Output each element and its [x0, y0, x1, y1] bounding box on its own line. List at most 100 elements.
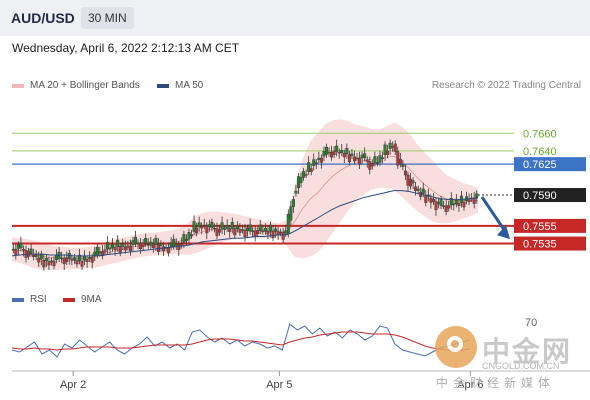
x-axis: Apr 2 Apr 5 Apr 6 — [60, 371, 484, 391]
candle — [177, 240, 181, 256]
legend-rsi-label: RSI — [30, 294, 47, 305]
candle — [452, 200, 456, 211]
candle — [281, 227, 285, 243]
candle — [103, 244, 107, 256]
candle — [128, 239, 132, 256]
candle — [347, 150, 351, 166]
candle — [116, 235, 120, 252]
watermark-cn: 中金网 — [482, 335, 573, 368]
legend-9ma-label: 9MA — [81, 294, 102, 305]
candle — [220, 216, 224, 234]
candle — [381, 151, 385, 164]
candle — [223, 225, 227, 236]
candle — [192, 215, 196, 236]
candle — [141, 239, 145, 251]
candle — [447, 200, 451, 212]
candle — [75, 255, 79, 268]
svg-text:0.7660: 0.7660 — [523, 128, 557, 140]
pair-title: AUD/USD — [11, 10, 75, 26]
candle — [19, 236, 23, 252]
candle — [258, 219, 262, 235]
legend-ma20-label: MA 20 + Bollinger Bands — [30, 80, 140, 91]
candle — [332, 146, 336, 159]
candle — [416, 185, 420, 195]
candle — [233, 225, 237, 239]
candle — [454, 193, 458, 208]
candle — [144, 233, 148, 248]
candle — [324, 143, 328, 158]
candle — [396, 146, 400, 169]
candle — [44, 254, 48, 268]
forecast-arrow — [480, 196, 510, 240]
candle — [383, 141, 387, 161]
candle — [85, 255, 89, 268]
candle — [65, 251, 69, 266]
candle — [350, 148, 354, 160]
candle — [230, 217, 234, 234]
candle — [190, 229, 194, 239]
rsi-ma9-line — [11, 331, 471, 351]
candle — [218, 224, 222, 236]
candle — [162, 241, 166, 256]
candle — [248, 218, 252, 235]
candle — [393, 140, 397, 156]
candle — [105, 236, 109, 254]
candle — [151, 238, 155, 253]
svg-text:0.7555: 0.7555 — [523, 221, 557, 233]
candle — [111, 238, 115, 252]
price-tag-0.7625: 0.7625 — [514, 157, 586, 172]
candle — [123, 240, 127, 254]
candle — [228, 225, 232, 238]
price-tag-0.7640: 0.7640 — [523, 146, 557, 158]
legend-ma50: MA 50 — [157, 80, 203, 91]
candle — [225, 219, 229, 233]
header-bar: AUD/USD 30 MIN — [0, 0, 590, 36]
candle — [363, 147, 367, 162]
rsi-swatch — [12, 297, 24, 302]
candle — [299, 172, 303, 188]
candle — [271, 225, 275, 242]
candle — [108, 244, 112, 255]
ma50-line — [11, 190, 479, 257]
x-tick-label: Apr 5 — [266, 379, 292, 391]
svg-text:0.7640: 0.7640 — [523, 146, 557, 158]
candle — [314, 159, 318, 170]
candle — [238, 222, 242, 237]
watermark-url: CNGOLD.COM.CN — [482, 361, 560, 371]
candle — [268, 221, 272, 238]
watermark-subtitle: 中金财经新媒体 — [436, 376, 556, 390]
candle — [294, 184, 298, 197]
candle — [266, 225, 270, 240]
candle — [34, 250, 38, 261]
candle — [134, 230, 138, 248]
price-levels — [12, 132, 514, 245]
candle — [467, 193, 471, 206]
candle — [335, 139, 339, 157]
candle — [80, 256, 84, 270]
research-credit: Research © 2022 Trading Central — [431, 80, 581, 91]
candle — [52, 256, 56, 270]
timeframe-button[interactable]: 30 MIN — [81, 7, 134, 29]
candle — [291, 195, 295, 213]
candle — [398, 152, 402, 168]
candle — [340, 144, 344, 157]
candle — [154, 234, 158, 251]
candle — [202, 218, 206, 230]
candles — [11, 139, 479, 271]
candle — [77, 248, 81, 265]
legend-ma50-label: MA 50 — [175, 80, 204, 91]
candle — [431, 193, 435, 206]
candle — [256, 226, 260, 238]
candle — [373, 151, 377, 167]
ma20-swatch — [12, 83, 24, 88]
legend-9ma: 9MA — [63, 294, 102, 305]
candle — [449, 192, 453, 210]
ma9-swatch — [63, 297, 75, 302]
candle — [263, 223, 267, 235]
price-tag-0.7590: 0.7590 — [514, 188, 586, 203]
legend-rsi: RSI — [12, 294, 47, 305]
price-tag-0.7660: 0.7660 — [523, 128, 557, 140]
svg-text:0.7590: 0.7590 — [523, 190, 557, 202]
arrow-head-icon — [497, 225, 510, 240]
